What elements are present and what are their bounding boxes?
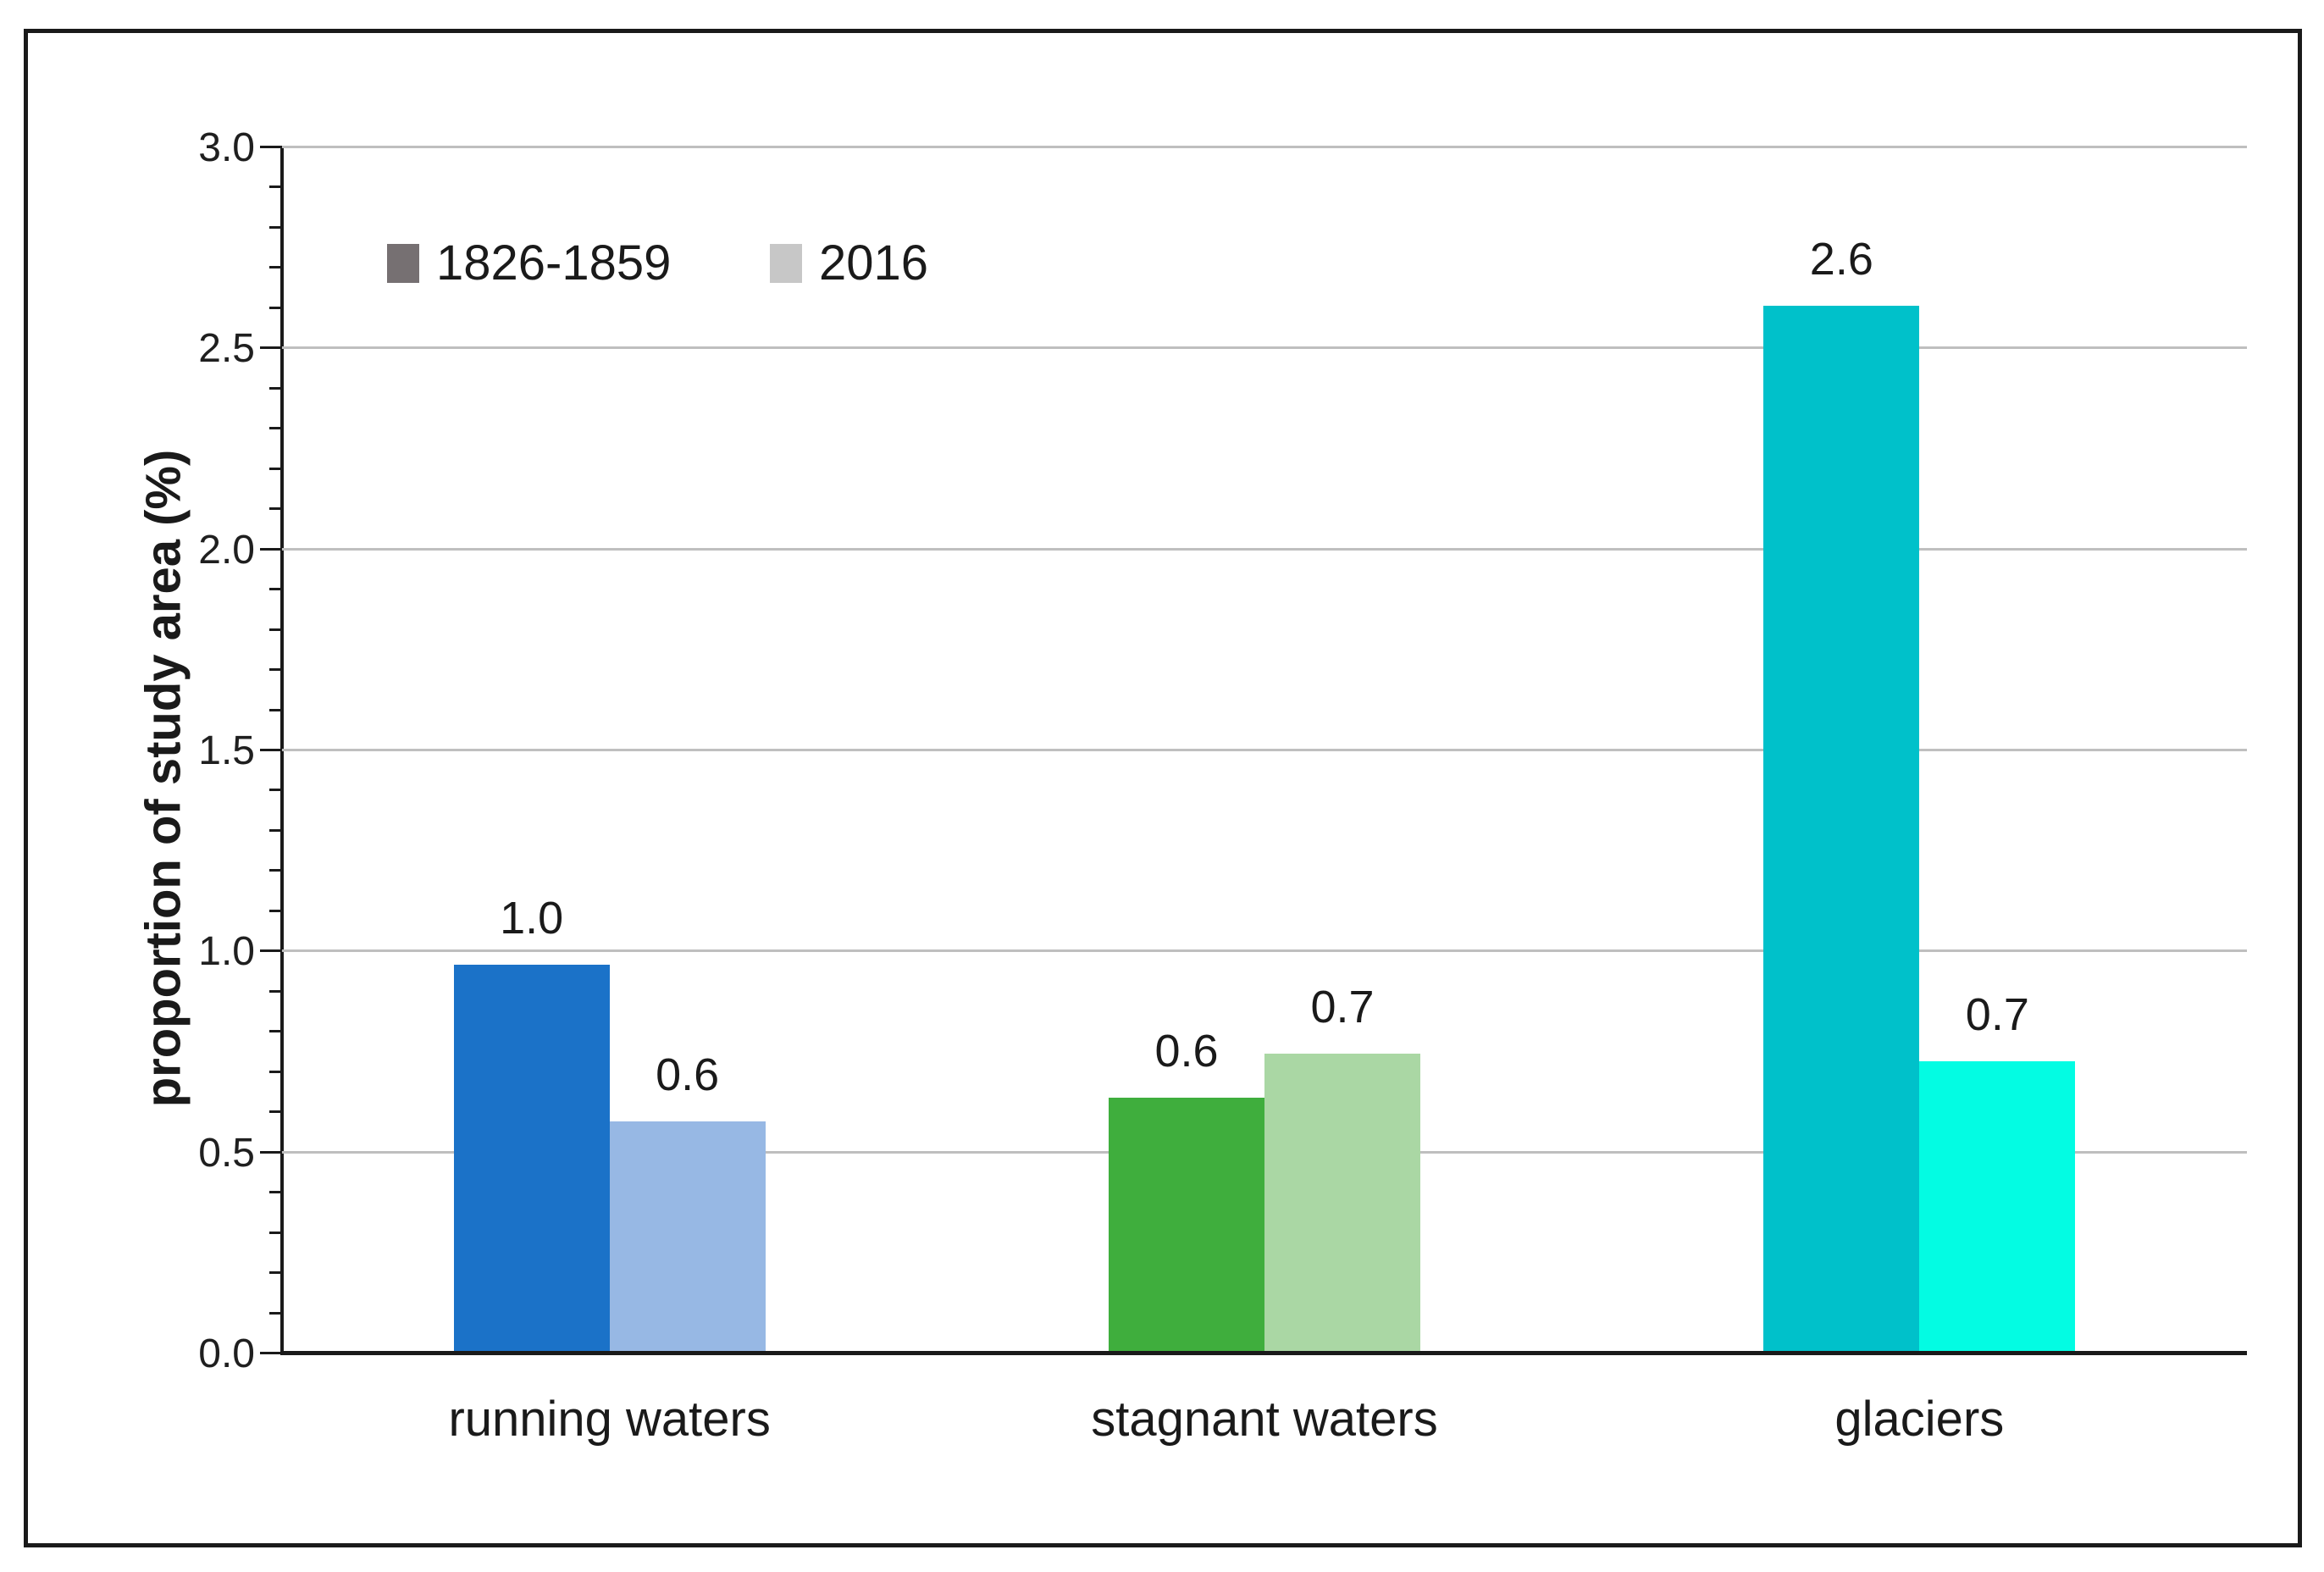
y-axis-tick-major — [260, 146, 282, 148]
y-axis-tick-minor — [269, 708, 282, 711]
bar-value-label: 1.0 — [500, 893, 564, 944]
y-axis-tick-minor — [269, 789, 282, 792]
legend-item-2016: 2016 — [770, 239, 928, 288]
y-axis-tick-minor — [269, 1311, 282, 1315]
y-axis-tick-minor — [269, 266, 282, 269]
gridline — [282, 949, 2247, 953]
y-axis-tick-minor — [269, 225, 282, 229]
y-tick-label: 0.0 — [198, 1331, 255, 1376]
bar-stagnant-waters-1826-1859 — [1109, 1097, 1264, 1351]
bar-running-waters-1826-1859 — [453, 965, 610, 1351]
gridline — [282, 749, 2247, 751]
y-axis-tick-minor — [269, 467, 282, 470]
legend-label-2016: 2016 — [819, 235, 929, 291]
legend-swatch-1826-1859-icon — [387, 244, 419, 283]
y-axis-tick-minor — [269, 989, 282, 993]
gridline — [282, 346, 2247, 350]
bar-glaciers-2016 — [1919, 1061, 2076, 1351]
y-axis-tick-major — [260, 346, 282, 350]
y-tick-label: 3.0 — [198, 125, 255, 170]
y-axis-tick-minor — [269, 668, 282, 672]
y-axis-tick-minor — [269, 185, 282, 189]
y-axis-tick-minor — [269, 427, 282, 430]
y-axis-tick-minor — [269, 909, 282, 912]
y-axis-tick-major — [260, 547, 282, 551]
y-axis-tick-minor — [269, 1191, 282, 1194]
y-axis-tick-minor — [269, 507, 282, 511]
legend-label-1826-1859: 1826-1859 — [436, 235, 672, 291]
bar-value-label: 0.6 — [656, 1049, 720, 1101]
y-axis-tick-minor — [269, 386, 282, 390]
legend-item-1826-1859: 1826-1859 — [387, 239, 671, 288]
y-tick-label: 1.0 — [198, 929, 255, 975]
y-axis-tick-minor — [269, 1271, 282, 1275]
x-axis-line — [282, 1351, 2247, 1355]
y-axis-tick-minor — [269, 306, 282, 309]
bar-glaciers-1826-1859 — [1763, 305, 1920, 1351]
y-tick-label: 0.5 — [198, 1130, 255, 1176]
bar-running-waters-2016 — [609, 1121, 766, 1351]
y-axis-tick-minor — [269, 869, 282, 872]
figure-border: 1826-1859 2016 proportion of study area … — [24, 29, 2302, 1547]
bar-value-label: 0.7 — [1310, 981, 1375, 1032]
y-axis-tick-minor — [269, 628, 282, 631]
y-axis-tick-minor — [269, 1231, 282, 1234]
y-axis-tick-minor — [269, 1110, 282, 1114]
bar-value-label: 2.6 — [1809, 233, 1873, 285]
bar-stagnant-waters-2016 — [1264, 1053, 1420, 1351]
y-axis-tick-minor — [269, 588, 282, 591]
y-axis-tick-major — [260, 749, 282, 751]
x-category-label: running waters — [448, 1392, 771, 1447]
y-axis-tick-minor — [269, 828, 282, 832]
y-tick-label: 1.5 — [198, 728, 255, 773]
y-axis-tick-minor — [269, 1030, 282, 1033]
x-category-label: stagnant waters — [1091, 1392, 1438, 1447]
plot-area: 3.0 2.5 2.0 1.5 1.0 0.5 0.0 1.0 0.6 running water… — [198, 128, 2247, 1444]
x-category-label: glaciers — [1834, 1392, 2005, 1447]
y-tick-label: 2.0 — [198, 527, 255, 573]
gridline — [282, 547, 2247, 551]
bar-value-label: 0.7 — [1965, 989, 2029, 1041]
y-axis-tick-minor — [269, 1070, 282, 1073]
y-axis-tick-major — [260, 1352, 282, 1354]
legend-swatch-2016-icon — [770, 244, 802, 283]
bar-value-label: 0.6 — [1154, 1025, 1219, 1077]
gridline — [282, 146, 2247, 148]
y-axis-tick-major — [260, 949, 282, 953]
y-axis-tick-major — [260, 1150, 282, 1154]
y-tick-label: 2.5 — [198, 326, 255, 372]
